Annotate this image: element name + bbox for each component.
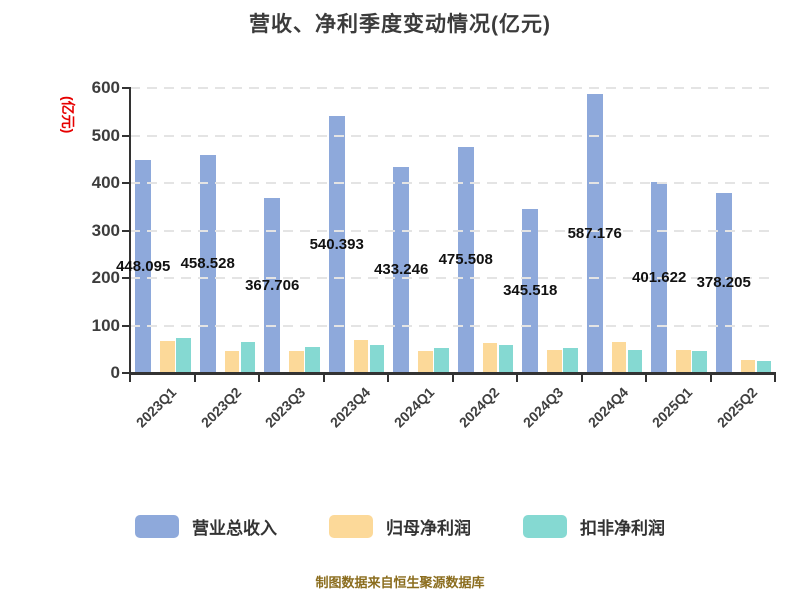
bar-营业总收入-2024Q2: [457, 147, 474, 373]
chart-title: 营收、净利季度变动情况(亿元): [249, 13, 551, 36]
gridline-100: [130, 324, 775, 327]
bar-扣非净利润-2023Q1: [176, 337, 191, 373]
x-tick: [129, 375, 131, 382]
net-profit-swatch-icon: [329, 515, 373, 538]
bar-value-label: 458.528: [180, 255, 235, 273]
bar-归母净利润-2023Q2: [224, 351, 239, 373]
bar-扣非净利润-2023Q4: [369, 345, 385, 373]
y-axis-tick-label: 200: [91, 268, 120, 287]
bar-value-label: 448.095: [116, 257, 171, 275]
x-axis-line: [129, 372, 776, 375]
non-recurring-net-profit-swatch-icon: [523, 515, 567, 538]
bar-营业总收入-2024Q3: [522, 208, 539, 373]
bar-value-label: 433.246: [374, 261, 429, 279]
y-axis-line: [129, 87, 131, 375]
data-source-caption: 制图数据来自恒生聚源数据库: [315, 575, 485, 590]
y-axis-tick-label: 100: [91, 315, 120, 335]
y-tick: [122, 324, 130, 327]
bar-营业总收入-2023Q2: [199, 155, 216, 373]
bar-value-label: 367.706: [245, 276, 300, 294]
bar-扣非净利润-2023Q3: [305, 347, 320, 373]
x-tick: [516, 375, 518, 382]
bar-营业总收入-2025Q2: [715, 193, 732, 373]
bar-归母净利润-2025Q1: [676, 350, 691, 373]
legend-label: 扣非净利润: [580, 519, 665, 538]
gridline-300: [130, 229, 775, 232]
bar-value-label: 540.393: [309, 235, 364, 253]
gridline-400: [130, 182, 775, 184]
x-tick: [451, 375, 454, 382]
bar-value-label: 587.176: [567, 224, 622, 242]
bar-扣非净利润-2024Q4: [627, 350, 643, 373]
bar-扣非净利润-2025Q2: [756, 360, 772, 373]
legend-item-net-profit[interactable]: 归母净利润: [329, 514, 471, 539]
x-tick: [774, 375, 776, 382]
bar-归母净利润-2024Q2: [482, 342, 497, 373]
bar-扣非净利润-2023Q2: [240, 342, 256, 373]
legend: 营业总收入 归母净利润 扣非净利润: [0, 514, 800, 539]
y-axis-tick-label: 0: [110, 363, 120, 382]
bar-value-label: 401.622: [632, 268, 687, 286]
bar-归母净利润-2024Q3: [547, 350, 562, 373]
x-tick: [580, 375, 583, 382]
bar-营业总收入-2023Q3: [264, 198, 281, 373]
bar-扣非净利润-2025Q1: [692, 351, 707, 373]
legend-label: 营业总收入: [192, 519, 277, 538]
total-revenue-swatch-icon: [135, 515, 179, 538]
bar-value-label: 378.205: [696, 274, 751, 292]
y-axis-tick-label: 500: [91, 125, 120, 145]
gridline-600: [130, 87, 775, 89]
y-tick: [122, 372, 130, 374]
legend-item-total-revenue[interactable]: 营业总收入: [135, 514, 277, 539]
y-tick: [122, 87, 130, 89]
bar-归母净利润-2023Q3: [289, 350, 304, 373]
legend-label: 归母净利润: [386, 519, 471, 538]
bar-营业总收入-2024Q1: [393, 167, 410, 373]
gridline-200: [130, 277, 775, 279]
gridline-500: [130, 134, 775, 137]
bar-扣非净利润-2024Q1: [434, 347, 449, 373]
bar-扣非净利润-2024Q2: [498, 345, 514, 373]
y-tick: [122, 134, 130, 137]
bar-value-label: 345.518: [503, 281, 558, 299]
x-tick: [387, 375, 389, 382]
y-axis-tick-label: 400: [91, 173, 120, 192]
bar-value-label: 475.508: [438, 251, 493, 269]
y-tick: [122, 182, 130, 184]
x-tick: [645, 375, 647, 382]
bar-营业总收入-2023Q1: [135, 160, 152, 373]
y-axis-tick-label: 300: [91, 220, 120, 240]
x-tick: [322, 375, 325, 382]
y-tick: [122, 229, 130, 232]
bar-归母净利润-2025Q2: [740, 359, 755, 373]
bar-扣非净利润-2024Q3: [563, 348, 578, 373]
bar-归母净利润-2024Q4: [611, 342, 626, 373]
bar-归母净利润-2023Q1: [160, 340, 175, 373]
bar-营业总收入-2023Q4: [328, 116, 345, 373]
legend-item-non-recurring-net-profit[interactable]: 扣非净利润: [523, 514, 665, 539]
bar-归母净利润-2024Q1: [418, 350, 433, 373]
y-tick: [122, 277, 130, 279]
y-axis-tick-label: 600: [91, 78, 120, 97]
x-tick: [709, 375, 712, 382]
x-tick: [258, 375, 260, 382]
bar-营业总收入-2024Q4: [586, 94, 603, 373]
bar-归母净利润-2023Q4: [353, 340, 368, 373]
x-tick: [193, 375, 196, 382]
